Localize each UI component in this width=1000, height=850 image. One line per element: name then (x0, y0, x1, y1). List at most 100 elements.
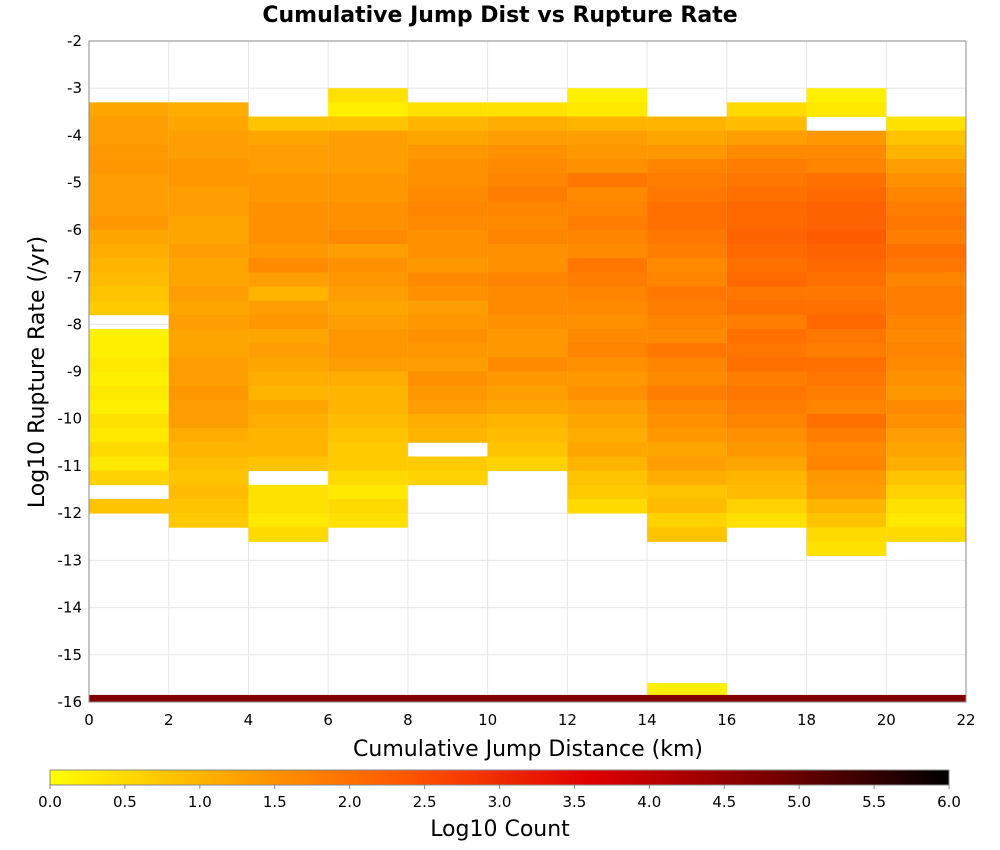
heatmap-cell (647, 442, 727, 457)
x-tick-label: 6 (323, 711, 333, 729)
heatmap-cell (328, 258, 408, 273)
heatmap-cell (168, 272, 249, 287)
heatmap-cell (886, 470, 966, 486)
y-tick-label: -6 (67, 221, 82, 239)
heatmap-cell (168, 513, 249, 528)
heatmap-cell (407, 343, 488, 358)
heatmap-cell (89, 244, 169, 259)
heatmap-cell (328, 413, 408, 429)
heatmap-cell (647, 244, 727, 259)
y-tick-label: -9 (67, 363, 82, 381)
heatmap-cell (567, 272, 648, 287)
heatmap-cell (168, 470, 249, 486)
heatmap-cell (328, 300, 408, 316)
heatmap-cell (806, 314, 887, 330)
heatmap-cell (567, 286, 648, 302)
heatmap-cell (567, 399, 648, 415)
heatmap-cell (806, 413, 887, 429)
heatmap-cell (886, 513, 966, 528)
heatmap-cell (328, 272, 408, 287)
heatmap-cells (89, 88, 966, 702)
heatmap-cell (248, 513, 329, 528)
heatmap-cell (89, 385, 169, 401)
heatmap-cell (567, 314, 648, 330)
heatmap-cell (89, 187, 169, 202)
heatmap-cell (886, 442, 966, 457)
colorbar-tick-label: 2.5 (413, 793, 437, 811)
heatmap-cell (806, 513, 887, 528)
colorbar-title: Log10 Count (430, 817, 570, 842)
heatmap-cell (407, 102, 488, 117)
heatmap-cell (726, 513, 807, 528)
heatmap-cell (487, 385, 568, 401)
heatmap-cell (328, 173, 408, 188)
y-tick-label: -10 (58, 410, 83, 428)
heatmap-cell (806, 144, 887, 160)
heatmap-cell (806, 442, 887, 457)
heatmap-cell (248, 173, 329, 188)
heatmap-cell (647, 484, 727, 500)
heatmap-cell (647, 314, 727, 330)
heatmap-cell (567, 300, 648, 316)
heatmap-cell (567, 244, 648, 259)
heatmap-cell (886, 413, 966, 429)
heatmap-cell (328, 215, 408, 231)
heatmap-cell (806, 215, 887, 231)
heatmap-cell (248, 244, 329, 259)
heatmap-cell (168, 286, 249, 302)
heatmap-cell (567, 116, 648, 132)
heatmap-cell (726, 428, 807, 443)
heatmap-cell (407, 329, 488, 344)
heatmap-cell (567, 385, 648, 401)
heatmap-cell (726, 300, 807, 316)
heatmap-cell (407, 130, 488, 146)
heatmap-cell (647, 343, 727, 358)
heatmap-cell (567, 470, 648, 486)
heatmap-cell (328, 130, 408, 146)
heatmap-cell (886, 144, 966, 160)
heatmap-cell (248, 314, 329, 330)
heatmap-cell (886, 116, 966, 132)
heatmap-cell (89, 229, 169, 245)
heatmap-cell (647, 498, 727, 514)
heatmap-cell (886, 343, 966, 358)
heatmap-cell (328, 399, 408, 415)
heatmap-cell (168, 187, 249, 202)
heatmap-cell (726, 498, 807, 514)
heatmap-cell (487, 286, 568, 302)
heatmap-cell (407, 272, 488, 287)
y-tick-label: -14 (58, 599, 83, 617)
heatmap-cell (886, 258, 966, 273)
heatmap-cell (886, 244, 966, 259)
heatmap-cell (328, 314, 408, 330)
heatmap-cell (487, 428, 568, 443)
heatmap-cell (168, 385, 249, 401)
heatmap-cell (886, 173, 966, 188)
heatmap-cell (248, 329, 329, 344)
heatmap-cell (248, 498, 329, 514)
heatmap-cell (487, 173, 568, 188)
heatmap-cell (328, 385, 408, 401)
heatmap-cell (168, 300, 249, 316)
y-axis-ticks: -2 -3 -4 -5 -6 -7 -8 -9 -10 -11 -12 -13 -14 -15 -16 (58, 32, 83, 711)
heatmap-cell (89, 201, 169, 217)
heatmap-cell (647, 201, 727, 217)
heatmap-cell (328, 116, 408, 132)
heatmap-cell (328, 187, 408, 202)
heatmap-cell (248, 116, 329, 132)
heatmap-cell (407, 413, 488, 429)
heatmap-cell (487, 442, 568, 457)
heatmap-cell (726, 258, 807, 273)
heatmap-cell (567, 371, 648, 387)
heatmap-cell (168, 229, 249, 245)
y-tick-label: -2 (67, 32, 82, 50)
heatmap-cell (168, 343, 249, 358)
heatmap-cell (726, 442, 807, 457)
heatmap-cell (726, 187, 807, 202)
heatmap-cell (886, 159, 966, 174)
x-tick-label: 20 (877, 711, 896, 729)
heatmap-cell (806, 329, 887, 344)
heatmap-cell (806, 470, 887, 486)
heatmap-cell (407, 357, 488, 372)
